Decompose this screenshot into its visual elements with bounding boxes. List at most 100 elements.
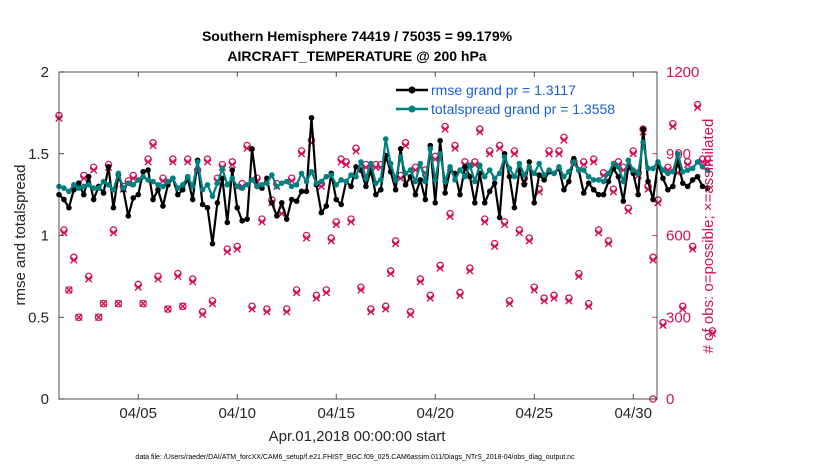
rmse-point (274, 213, 280, 219)
obs-assimilated-point (441, 125, 449, 133)
rmse-point (437, 137, 443, 144)
spread-point (274, 183, 280, 190)
rmse-point (412, 191, 419, 198)
spread-point (551, 170, 557, 177)
obs-possible-point (99, 299, 108, 308)
obs-assimilated-point (60, 229, 68, 237)
spread-point (595, 177, 602, 183)
rmse-point (580, 190, 587, 196)
spread-point (447, 164, 453, 170)
obs-assimilated-point (505, 299, 514, 308)
obs-possible-point (75, 313, 83, 322)
rmse-point (224, 219, 231, 226)
spread-point (472, 178, 478, 185)
rmse-point (353, 164, 359, 170)
rmse-point (694, 173, 701, 180)
rmse-point (684, 183, 691, 190)
obs-assimilated-point (500, 220, 509, 229)
spread-point (674, 150, 681, 157)
spread-point (80, 183, 87, 190)
rmse-point (481, 200, 488, 206)
obs-assimilated-point (679, 305, 687, 313)
spread-point (189, 183, 196, 190)
obs-assimilated-point (169, 158, 177, 166)
rmse-point (338, 201, 344, 208)
spread-point (150, 178, 156, 185)
y-left-tick-label: 1 (41, 228, 49, 245)
spread-point (61, 185, 67, 191)
rmse-point (457, 191, 463, 198)
spread-point (566, 168, 572, 175)
obs-assimilated-point (693, 103, 702, 112)
spread-point (293, 182, 300, 188)
obs-assimilated-point (495, 144, 504, 152)
spread-point (516, 160, 523, 167)
spread-point (373, 180, 379, 186)
legend-rmse-label: rmse grand pr = 1.3117 (431, 82, 576, 98)
rmse-point (130, 195, 137, 201)
y-left-tick-label: 0 (41, 391, 49, 408)
spread-point (95, 185, 102, 191)
obs-assimilated-point (510, 150, 519, 158)
obs-assimilated-point (70, 256, 78, 264)
obs-assimilated-point (188, 278, 197, 286)
rmse-point (363, 183, 369, 190)
rmse-point (645, 178, 651, 185)
obs-assimilated-point (89, 166, 98, 174)
obs-assimilated-point (584, 302, 593, 311)
spread-point (204, 182, 211, 188)
obs-assimilated-point (198, 310, 207, 319)
spread-point (620, 178, 627, 185)
obs-assimilated-point (594, 229, 603, 237)
rmse-point (496, 214, 503, 221)
spread-point (170, 175, 176, 182)
obs-assimilated-point (203, 158, 212, 166)
spread-point (432, 177, 439, 183)
rmse-point (76, 180, 82, 186)
rmse-point (373, 191, 379, 198)
spread-point (323, 173, 330, 180)
rmse-point (209, 240, 216, 247)
rmse-point (511, 204, 518, 211)
obs-assimilated-point (114, 299, 123, 308)
obs-assimilated-point (223, 248, 232, 256)
rmse-point (689, 177, 696, 183)
obs-assimilated-point (466, 267, 474, 275)
spread-point (541, 172, 547, 178)
obs-assimilated-point (401, 141, 410, 150)
spread-point (670, 168, 676, 175)
spread-point (110, 186, 117, 193)
rmse-point (521, 182, 528, 188)
obs-assimilated-point (580, 160, 588, 169)
obs-assimilated-point (416, 278, 425, 286)
spread-point (452, 177, 458, 183)
rmse-point (442, 190, 448, 196)
obs-assimilated-point (669, 122, 677, 131)
spread-point (462, 173, 468, 180)
obs-assimilated-point (515, 229, 524, 237)
rmse-point (526, 159, 533, 165)
obs-assimilated-point (386, 269, 395, 278)
obs-assimilated-point (292, 289, 301, 297)
spread-point (254, 183, 260, 190)
spread-point (76, 185, 82, 191)
rmse-point (665, 186, 671, 193)
obs-assimilated-point (312, 294, 321, 302)
spread-point (600, 178, 607, 185)
rmse-point (600, 191, 607, 198)
obs-assimilated-point (248, 305, 256, 313)
spread-point (585, 173, 592, 180)
spread-point (120, 185, 127, 191)
spread-point (575, 167, 582, 173)
rmse-point (204, 204, 211, 211)
y-right-tick-label: 300 (666, 309, 691, 326)
rmse-point (348, 183, 354, 190)
x-tick-label: 04/30 (614, 405, 652, 422)
obs-assimilated-point (446, 212, 454, 221)
rmse-point (417, 177, 424, 183)
spread-point (481, 173, 488, 180)
obs-assimilated-point (629, 150, 637, 158)
spread-point (234, 183, 241, 190)
obs-assimilated-point (164, 305, 172, 313)
spread-point (209, 193, 216, 200)
